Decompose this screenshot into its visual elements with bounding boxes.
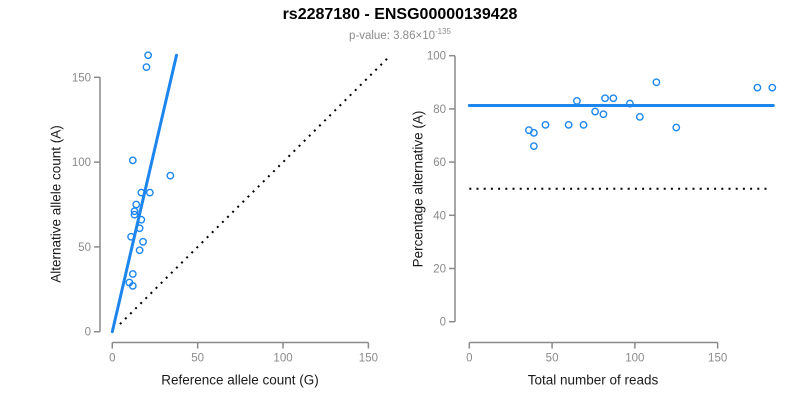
data-point (541, 120, 550, 129)
y-tick-label: 100 (427, 51, 446, 63)
data-point (142, 63, 151, 72)
y-tick-label: 0 (85, 327, 91, 339)
x-tick-label: 50 (546, 353, 559, 365)
data-point (130, 210, 139, 219)
data-point (128, 156, 137, 165)
x-tick-label: 0 (109, 353, 115, 365)
data-point (144, 51, 153, 60)
y-tick-label: 0 (440, 317, 446, 329)
data-point (128, 270, 137, 278)
data-point (652, 78, 661, 87)
y-tick-label: 60 (433, 157, 446, 169)
data-point (573, 97, 581, 105)
y-tick-label: 20 (433, 264, 446, 276)
chart-subtitle: p-value: 3.86×10-135 (0, 27, 800, 42)
data-point (139, 237, 147, 246)
data-point (672, 123, 681, 132)
data-point (132, 200, 141, 209)
x-tick-label: 150 (359, 353, 378, 365)
x-tick-label: 100 (273, 353, 292, 365)
data-point (135, 224, 144, 233)
x-tick-label: 100 (625, 353, 644, 365)
data-point (626, 99, 634, 108)
data-point (529, 142, 538, 151)
data-point (753, 83, 762, 92)
data-point (137, 188, 146, 197)
data-point (591, 107, 600, 116)
identity-line (119, 57, 389, 325)
x-tick-label: 0 (466, 353, 472, 365)
data-point (601, 94, 609, 103)
left-y-axis-title: Alternative allele count (A) (48, 125, 64, 283)
data-point (599, 110, 608, 119)
y-tick-label: 40 (433, 210, 446, 222)
data-point (635, 112, 644, 121)
x-tick-label: 50 (191, 353, 204, 365)
left-x-axis-title: Reference allele count (G) (161, 372, 319, 388)
right-x-axis-title: Total number of reads (527, 372, 659, 388)
right-y-axis-title: Percentage alternative (A) (410, 110, 426, 268)
data-point (135, 246, 144, 255)
pvalue-text: p-value: 3.86×10 (348, 29, 435, 42)
data-point (579, 120, 588, 129)
pvalue-exponent: -135 (434, 27, 451, 36)
y-tick-label: 50 (78, 242, 91, 254)
data-point (166, 171, 175, 180)
data-point (768, 83, 777, 92)
data-point (137, 215, 146, 224)
data-point (145, 188, 154, 197)
y-tick-label: 100 (72, 157, 91, 169)
y-tick-label: 80 (433, 104, 446, 116)
data-point (127, 232, 135, 241)
data-point (128, 282, 137, 290)
y-tick-label: 150 (72, 72, 91, 84)
data-point (564, 120, 573, 129)
data-point (529, 128, 538, 137)
x-tick-label: 150 (708, 353, 727, 365)
chart-title: rs2287180 - ENSG00000139428 (282, 6, 518, 23)
data-point (609, 94, 618, 103)
data-point (130, 207, 139, 216)
